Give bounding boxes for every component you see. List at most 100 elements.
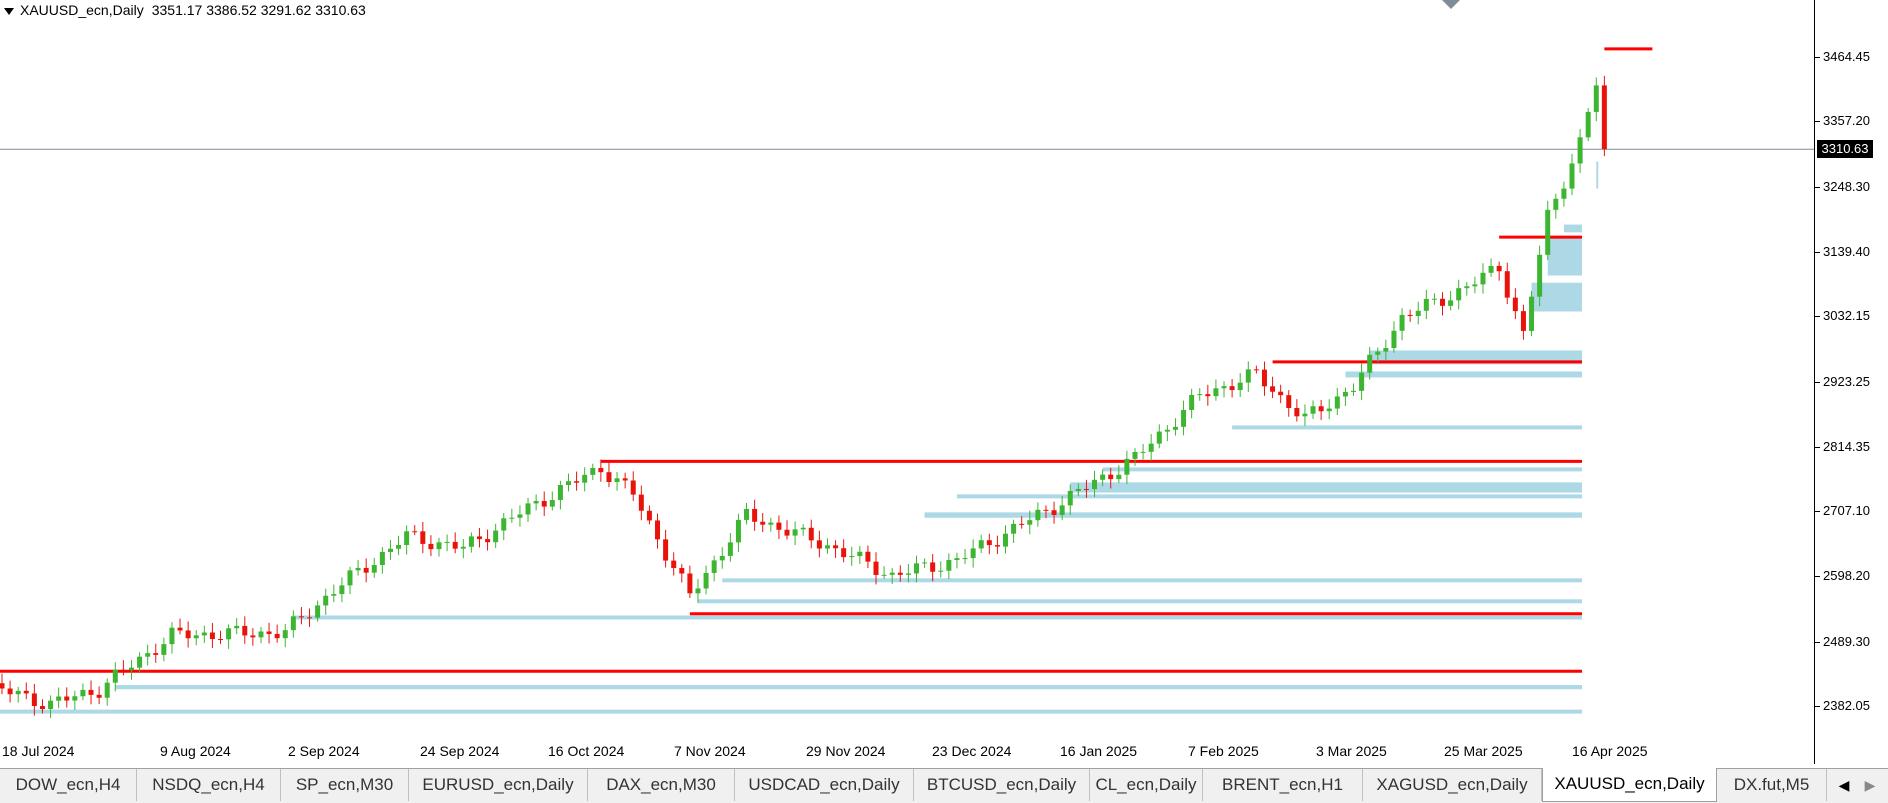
price-tick [1815,316,1820,318]
tab-scroll-left-icon[interactable]: ◀ [1838,777,1850,793]
bull-candle [905,573,911,575]
bull-candle [1334,396,1340,409]
bull-candle [1221,386,1227,389]
bear-candle [1205,394,1211,397]
bear-candle [752,508,758,522]
bull-candle [1035,509,1041,521]
bull-candle [315,605,321,618]
chart-area[interactable]: XAUUSD_ecn,Daily 3351.17 3386.52 3291.62 … [0,0,1814,764]
price-label: 3464.45 [1823,49,1870,64]
bull-candle [290,616,296,631]
bull-candle [582,474,588,483]
bull-candle [379,551,385,565]
bear-candle [363,567,369,573]
bear-candle [776,522,782,530]
bull-candle [468,536,474,547]
tab-btcusd-ecn-daily[interactable]: BTCUSD_ecn,Daily [914,769,1090,801]
tab-dx-fut-m5[interactable]: DX.fut,M5 [1717,769,1827,801]
bull-candle [258,631,264,638]
tab-nsdq-ecn-h4[interactable]: NSDQ_ecn,H4 [137,769,281,801]
demand-zone [1563,224,1582,233]
bull-candle [1431,298,1437,300]
bull-candle [1537,254,1543,297]
bull-candle [1164,429,1170,432]
bull-candle [889,572,895,575]
collapse-triangle-icon[interactable] [4,7,14,15]
demand-zone [924,512,1582,518]
price-tick [1815,706,1820,707]
bear-candle [250,635,256,638]
tab-cl-ecn-daily[interactable]: CL_ecn,Daily [1090,769,1203,801]
price-label: 3139.40 [1823,243,1870,259]
demand-zone [956,494,1582,499]
bull-candle [768,522,774,525]
date-label: 16 Apr 2025 [1572,743,1648,759]
bull-candle [1529,296,1535,331]
bear-candle [1601,85,1607,150]
price-label: 3357.20 [1823,113,1870,129]
bull-candle [954,558,960,561]
bear-candle [428,543,434,550]
tab-dax-ecn-m30[interactable]: DAX_ecn,M30 [588,769,735,801]
bull-candle [1237,382,1243,391]
bull-candle [104,682,110,698]
bull-candle [1577,137,1583,164]
bull-candle [549,499,555,507]
bear-candle [1318,406,1324,412]
bear-candle [1043,509,1049,511]
bear-candle [1083,488,1089,490]
price-label: 2923.25 [1823,373,1870,389]
bull-candle [1140,451,1146,453]
bull-candle [824,545,830,549]
bull-candle [1593,85,1599,112]
candlestick-chart[interactable] [0,0,1814,764]
demand-zone [1345,371,1582,378]
bull-candle [525,503,531,515]
bear-candle [307,617,313,619]
price-tick [1815,641,1820,643]
tab-brent-ecn-h1[interactable]: BRENT_ecn,H1 [1203,769,1363,801]
bear-candle [242,625,248,636]
price-label: 3032.15 [1823,308,1870,324]
tab-xauusd-ecn-daily[interactable]: XAUUSD_ecn,Daily [1542,768,1717,802]
tab-dow-ecn-h4[interactable]: DOW_ecn,H4 [0,769,137,801]
bull-candle [590,468,596,475]
bear-candle [930,562,936,572]
bull-candle [1075,488,1081,491]
bull-candle [48,700,54,710]
bear-candle [897,572,903,575]
chart-tabs-bar: DOW_ecn,H4 NSDQ_ecn,H4 SP_ecn,M30 EURUSD_ec… [0,768,1888,803]
bear-candle [96,694,102,698]
tab-eurusd-ecn-daily[interactable]: EURUSD_ecn,Daily [409,769,588,801]
bull-candle [169,627,175,645]
tab-scroll-right-icon[interactable]: ▶ [1864,777,1876,793]
tab-usdcad-ecn-daily[interactable]: USDCAD_ecn,Daily [735,769,914,801]
bull-candle [800,527,806,530]
bull-candle [857,551,863,557]
bear-candle [1270,386,1276,392]
bear-candle [671,560,677,569]
bull-candle [1116,474,1122,480]
price-label: 2489.30 [1823,633,1870,649]
bull-candle [137,656,143,668]
bear-candle [1440,298,1446,306]
bull-candle [1027,520,1033,525]
bear-candle [1051,510,1057,515]
bull-candle [201,632,207,636]
bull-candle [1350,390,1356,392]
bear-candle [7,688,13,695]
demand-zone [1232,425,1582,430]
bull-candle [1423,298,1429,311]
bear-candle [873,561,879,575]
bull-candle [1310,406,1316,414]
tab-sp-ecn-m30[interactable]: SP_ecn,M30 [281,769,409,801]
bear-candle [177,627,183,631]
date-label: 9 Aug 2024 [160,743,231,759]
tab-xagusd-ecn-daily[interactable]: XAGUSD_ecn,Daily [1363,769,1542,801]
price-axis[interactable]: 3464.45 3357.20 3248.30 3139.40 3032.15 2923.… [1814,0,1888,764]
chart-shift-marker-icon[interactable] [1442,0,1460,9]
bull-candle [1132,452,1138,459]
bull-candle [1359,372,1365,391]
date-label: 24 Sep 2024 [420,743,500,759]
price-label: 3248.30 [1823,178,1870,194]
